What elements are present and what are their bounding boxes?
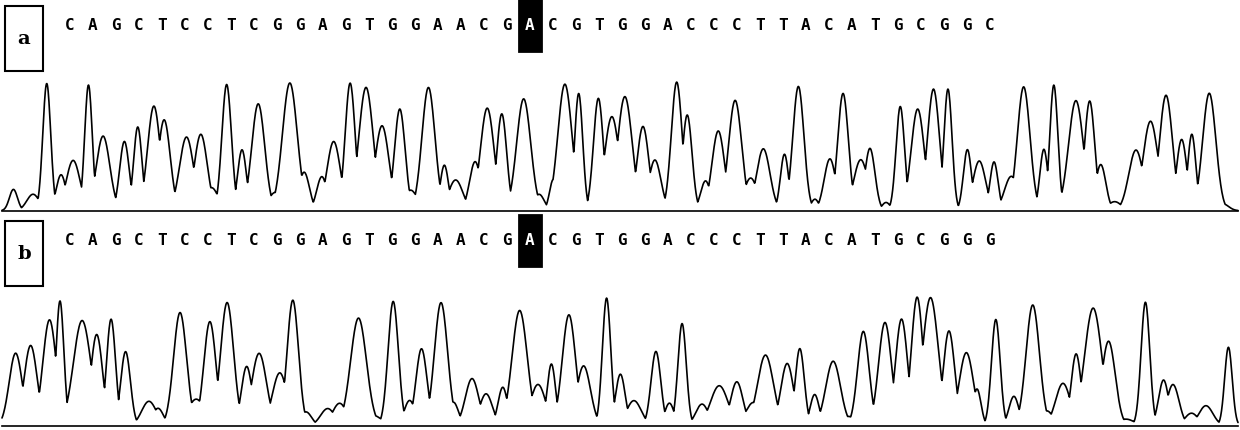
Text: C: C [732, 233, 742, 248]
Text: A: A [801, 233, 811, 248]
Text: T: T [870, 18, 880, 33]
Text: C: C [180, 233, 190, 248]
Text: b: b [17, 245, 31, 263]
Text: G: G [640, 18, 650, 33]
Text: G: G [572, 233, 580, 248]
Text: A: A [526, 233, 534, 248]
Text: C: C [732, 18, 742, 33]
Text: T: T [365, 233, 373, 248]
Text: G: G [618, 233, 626, 248]
Text: G: G [502, 233, 512, 248]
Text: G: G [572, 18, 580, 33]
Text: A: A [801, 18, 811, 33]
Text: G: G [986, 233, 994, 248]
Text: A: A [88, 18, 98, 33]
Text: C: C [548, 233, 558, 248]
Text: G: G [273, 233, 281, 248]
Text: G: G [640, 233, 650, 248]
Text: T: T [779, 233, 787, 248]
Text: C: C [916, 18, 926, 33]
FancyBboxPatch shape [520, 215, 541, 265]
Text: T: T [226, 233, 236, 248]
Text: A: A [456, 18, 466, 33]
Text: A: A [847, 233, 857, 248]
Text: A: A [319, 233, 327, 248]
Text: C: C [203, 233, 213, 248]
Text: a: a [17, 30, 30, 48]
Text: G: G [962, 233, 972, 248]
Text: G: G [410, 18, 420, 33]
Text: G: G [387, 233, 397, 248]
Text: C: C [986, 18, 994, 33]
Text: C: C [825, 233, 833, 248]
Text: C: C [249, 233, 259, 248]
Text: C: C [825, 18, 833, 33]
Text: A: A [663, 18, 673, 33]
Text: T: T [755, 18, 765, 33]
Text: A: A [663, 233, 673, 248]
Text: T: T [157, 18, 167, 33]
Text: C: C [916, 233, 926, 248]
Text: C: C [548, 18, 558, 33]
Text: C: C [709, 233, 719, 248]
Text: G: G [502, 18, 512, 33]
Text: G: G [893, 18, 903, 33]
Text: C: C [479, 233, 489, 248]
Text: C: C [180, 18, 190, 33]
Text: G: G [410, 233, 420, 248]
Text: A: A [88, 233, 98, 248]
Text: T: T [594, 18, 604, 33]
Text: G: G [893, 233, 903, 248]
FancyBboxPatch shape [5, 221, 43, 286]
Text: A: A [456, 233, 466, 248]
Text: C: C [134, 18, 144, 33]
Text: G: G [112, 18, 120, 33]
Text: G: G [295, 233, 305, 248]
Text: G: G [939, 18, 949, 33]
FancyBboxPatch shape [520, 0, 541, 50]
Text: T: T [157, 233, 167, 248]
Text: C: C [479, 18, 489, 33]
Text: C: C [686, 233, 696, 248]
Text: C: C [66, 18, 74, 33]
Text: C: C [134, 233, 144, 248]
Text: G: G [295, 18, 305, 33]
Text: G: G [112, 233, 120, 248]
Text: A: A [847, 18, 857, 33]
Text: G: G [962, 18, 972, 33]
Text: A: A [319, 18, 327, 33]
Text: G: G [618, 18, 626, 33]
Text: T: T [755, 233, 765, 248]
Text: G: G [939, 233, 949, 248]
Text: A: A [526, 18, 534, 33]
Text: A: A [433, 18, 443, 33]
Text: C: C [709, 18, 719, 33]
Text: G: G [341, 18, 351, 33]
Text: C: C [686, 18, 696, 33]
Text: G: G [341, 233, 351, 248]
Text: G: G [273, 18, 281, 33]
Text: T: T [226, 18, 236, 33]
Text: T: T [779, 18, 787, 33]
Text: C: C [203, 18, 213, 33]
Text: A: A [433, 233, 443, 248]
FancyBboxPatch shape [5, 6, 43, 71]
Text: C: C [66, 233, 74, 248]
Text: C: C [249, 18, 259, 33]
Text: G: G [387, 18, 397, 33]
Text: T: T [870, 233, 880, 248]
Text: T: T [594, 233, 604, 248]
Text: T: T [365, 18, 373, 33]
